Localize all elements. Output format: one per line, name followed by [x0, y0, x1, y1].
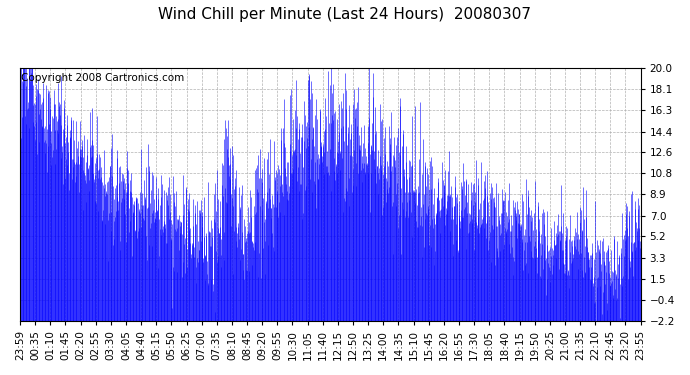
Text: Copyright 2008 Cartronics.com: Copyright 2008 Cartronics.com [21, 73, 184, 83]
Text: Wind Chill per Minute (Last 24 Hours)  20080307: Wind Chill per Minute (Last 24 Hours) 20… [159, 8, 531, 22]
